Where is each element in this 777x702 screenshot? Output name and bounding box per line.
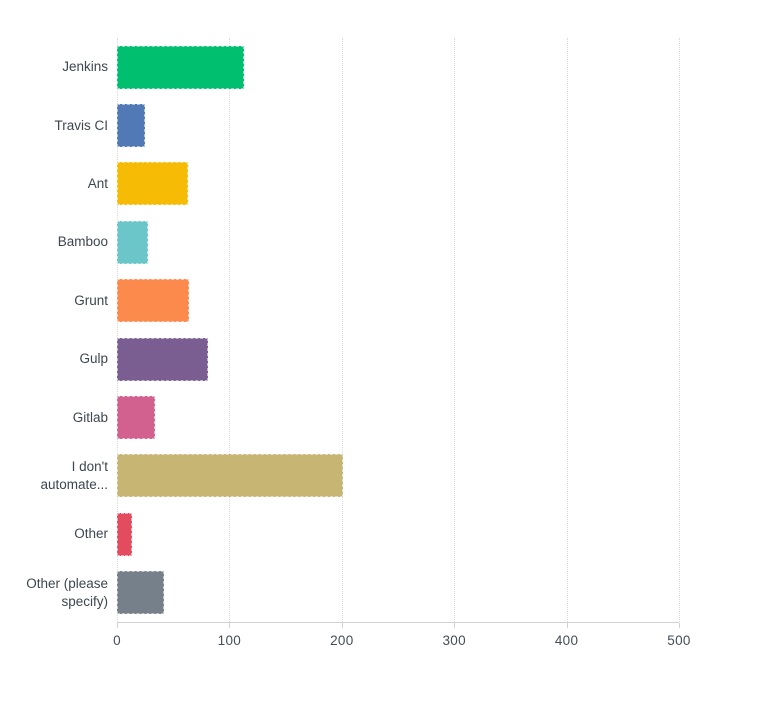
x-axis-tick-label: 400 <box>554 633 579 648</box>
gridline <box>679 38 680 622</box>
bar <box>117 571 165 615</box>
bar <box>117 104 146 148</box>
bar <box>117 337 209 381</box>
x-axis-tick-label: 300 <box>442 633 466 648</box>
category-label: I don't automate... <box>40 458 108 492</box>
bar-row: Jenkins <box>62 38 679 96</box>
category-label: Other <box>74 526 108 542</box>
x-axis-tick-mark <box>679 623 680 628</box>
x-axis-tick-mark <box>117 623 118 628</box>
bar <box>117 512 132 556</box>
x-axis-tick-label: 500 <box>667 633 691 648</box>
bar-row: Ant <box>88 155 679 213</box>
category-label: Travis CI <box>54 117 109 133</box>
category-label: Grunt <box>74 292 108 308</box>
category-label: Other (please specify) <box>26 575 108 609</box>
x-axis-tick-label: 100 <box>217 633 242 648</box>
x-axis-tick-mark <box>566 623 568 628</box>
bar <box>117 162 188 206</box>
category-label: Gulp <box>79 351 108 367</box>
category-label: Jenkins <box>62 59 108 75</box>
bar-row: Other <box>74 505 679 563</box>
category-label: Bamboo <box>57 234 108 250</box>
category-label: Gitlab <box>72 409 108 425</box>
x-axis-tick-label: 200 <box>330 633 354 648</box>
bar <box>117 396 156 440</box>
gridline <box>117 38 118 622</box>
x-axis-tick-mark <box>229 623 231 628</box>
gridline <box>454 38 456 622</box>
bar-row: I don't automate... <box>40 447 679 505</box>
x-axis-line <box>117 622 679 623</box>
x-axis-tick-mark <box>454 623 456 628</box>
plot-area: 0 100 200 300 400 500 Jenkins Travis CI Ant Bambo… <box>26 38 690 648</box>
gridline <box>566 38 568 622</box>
bar-row: Travis CI <box>55 96 679 154</box>
x-axis-tick-label: 0 <box>113 633 121 648</box>
x-axis-tick-mark <box>341 623 343 628</box>
bar <box>117 45 244 89</box>
gridline <box>341 38 343 622</box>
bar-row: Gulp <box>79 330 679 388</box>
bar <box>117 279 189 323</box>
bar-row: Bamboo <box>58 213 679 271</box>
bar-row: Other (please specify) <box>26 564 679 622</box>
bar-row: Grunt <box>74 272 679 330</box>
bar <box>117 220 149 264</box>
bar <box>117 454 343 498</box>
bar-row: Gitlab <box>73 388 679 446</box>
gridline <box>229 38 231 622</box>
category-label: Ant <box>87 175 108 191</box>
